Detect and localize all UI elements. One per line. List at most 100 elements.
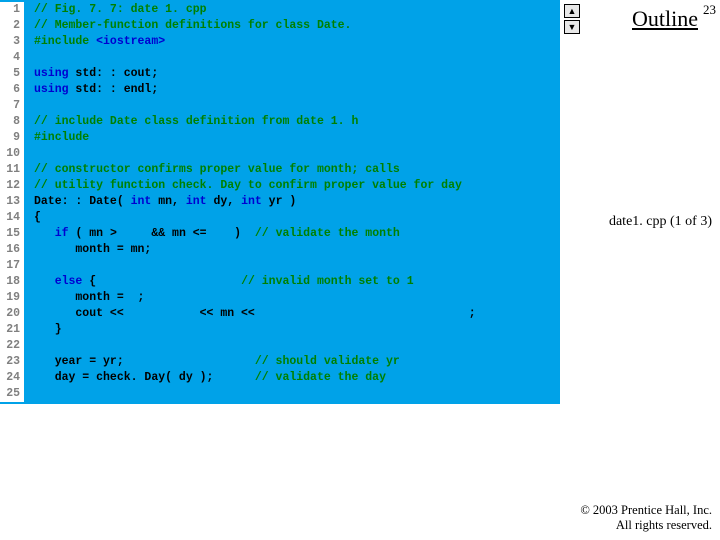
- code-line-12: 12 // utility function check. Day to conf…: [0, 178, 560, 194]
- code-line-6: 6 using std: : endl;: [0, 82, 560, 98]
- code-text: }: [24, 322, 62, 338]
- code-line-4: 4: [0, 50, 560, 66]
- comment: // Member-function definitions for class…: [34, 19, 351, 32]
- keyword: using: [34, 67, 75, 80]
- code-line-2: 2 // Member-function definitions for clas…: [0, 18, 560, 34]
- code-line-7: 7: [0, 98, 560, 114]
- line-number: 8: [0, 114, 24, 130]
- comment: // include Date class definition from da…: [34, 115, 358, 128]
- code-line-20: 20 cout << << mn << ;: [0, 306, 560, 322]
- code-text: day = check. Day( dy );: [34, 371, 255, 384]
- line-number: 3: [0, 34, 24, 50]
- code-text: [34, 275, 55, 288]
- line-number: 2: [0, 18, 24, 34]
- line-number: 14: [0, 210, 24, 226]
- line-number: 20: [0, 306, 24, 322]
- line-number: 18: [0, 274, 24, 290]
- code-text: dy,: [213, 195, 241, 208]
- comment: // invalid month set to 1: [241, 275, 414, 288]
- copyright: © 2003 Prentice Hall, Inc. All rights re…: [580, 503, 712, 534]
- line-number: 6: [0, 82, 24, 98]
- code-line-8: 8 // include Date class definition from d…: [0, 114, 560, 130]
- comment: // constructor confirms proper value for…: [34, 163, 400, 176]
- code-line-19: 19 month = ;: [0, 290, 560, 306]
- line-number: 17: [0, 258, 24, 274]
- line-number: 12: [0, 178, 24, 194]
- code-text: month = ;: [24, 290, 144, 306]
- blank: [24, 98, 34, 114]
- copyright-line-1: © 2003 Prentice Hall, Inc.: [580, 503, 712, 519]
- code-text: year = yr;: [34, 355, 255, 368]
- file-caption: date1. cpp (1 of 3): [609, 214, 712, 230]
- code-line-23: 23 year = yr; // should validate yr: [0, 354, 560, 370]
- comment: // Fig. 7. 7: date 1. cpp: [34, 3, 207, 16]
- code-line-24: 24 day = check. Day( dy ); // validate t…: [0, 370, 560, 386]
- outline-link[interactable]: Outline: [632, 6, 698, 32]
- preprocessor: #include: [34, 35, 96, 48]
- code-line-5: 5 using std: : cout;: [0, 66, 560, 82]
- line-number: 19: [0, 290, 24, 306]
- comment: // should validate yr: [255, 355, 400, 368]
- comment: // utility function check. Day to confir…: [34, 179, 462, 192]
- copyright-line-2: All rights reserved.: [580, 518, 712, 534]
- include-target: <iostream>: [96, 35, 165, 48]
- code-line-1: 1 // Fig. 7. 7: date 1. cpp: [0, 2, 560, 18]
- keyword: using: [34, 83, 75, 96]
- code-text: mn,: [158, 195, 186, 208]
- code-text: {: [24, 210, 41, 226]
- code-text: std: : cout;: [75, 67, 158, 80]
- code-line-21: 21 }: [0, 322, 560, 338]
- nav-down-button[interactable]: ▼: [564, 20, 580, 34]
- code-text: ( mn > && mn <= ): [75, 227, 254, 240]
- code-line-15: 15 if ( mn > && mn <= ) // validate the …: [0, 226, 560, 242]
- line-number: 1: [0, 2, 24, 18]
- line-number: 21: [0, 322, 24, 338]
- code-line-13: 13 Date: : Date( int mn, int dy, int yr ): [0, 194, 560, 210]
- nav-buttons: ▲ ▼: [564, 4, 580, 34]
- line-number: 25: [0, 386, 24, 402]
- triangle-down-icon: ▼: [568, 23, 577, 32]
- triangle-up-icon: ▲: [568, 7, 577, 16]
- code-text: Date: : Date(: [34, 195, 131, 208]
- code-line-10: 10: [0, 146, 560, 162]
- line-number: 15: [0, 226, 24, 242]
- blank: [24, 146, 34, 162]
- side-panel: ▲ ▼ Outline 23 date1. cpp (1 of 3) © 200…: [560, 0, 720, 540]
- keyword: if: [55, 227, 76, 240]
- code-text: std: : endl;: [75, 83, 158, 96]
- blank: [24, 50, 34, 66]
- line-number: 7: [0, 98, 24, 114]
- line-number: 11: [0, 162, 24, 178]
- code-line-25: 25: [0, 386, 560, 402]
- line-number: 13: [0, 194, 24, 210]
- comment: // validate the day: [255, 371, 386, 384]
- blank: [24, 258, 34, 274]
- nav-up-button[interactable]: ▲: [564, 4, 580, 18]
- keyword: else: [55, 275, 90, 288]
- code-text: cout << << mn << ;: [24, 306, 476, 322]
- line-number: 23: [0, 354, 24, 370]
- code-line-22: 22: [0, 338, 560, 354]
- code-line-11: 11 // constructor confirms proper value f…: [0, 162, 560, 178]
- code-line-3: 3 #include <iostream>: [0, 34, 560, 50]
- line-number: 9: [0, 130, 24, 146]
- code-line-9: 9 #include: [0, 130, 560, 146]
- code-line-14: 14{: [0, 210, 560, 226]
- line-number: 5: [0, 66, 24, 82]
- comment: // validate the month: [255, 227, 400, 240]
- line-number: 4: [0, 50, 24, 66]
- code-line-16: 16 month = mn;: [0, 242, 560, 258]
- keyword: int: [131, 195, 159, 208]
- keyword: int: [186, 195, 214, 208]
- preprocessor: #include: [34, 131, 89, 144]
- line-number: 24: [0, 370, 24, 386]
- keyword: int: [241, 195, 269, 208]
- page-number: 23: [703, 2, 716, 18]
- code-text: yr ): [269, 195, 297, 208]
- line-number: 10: [0, 146, 24, 162]
- code-line-17: 17: [0, 258, 560, 274]
- code-listing: 1 // Fig. 7. 7: date 1. cpp 2 // Member-fu…: [0, 0, 560, 404]
- code-text: month = mn;: [24, 242, 151, 258]
- blank: [24, 386, 34, 402]
- line-number: 22: [0, 338, 24, 354]
